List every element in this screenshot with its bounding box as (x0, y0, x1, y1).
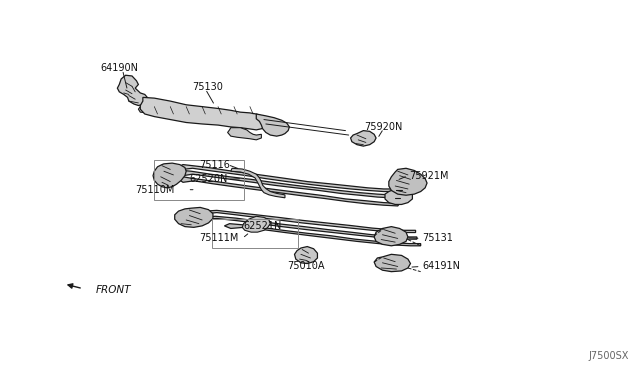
Text: 75920N: 75920N (365, 122, 403, 132)
Text: 64190N: 64190N (100, 63, 138, 73)
Text: 62520N: 62520N (189, 174, 228, 185)
Polygon shape (117, 75, 148, 106)
Text: 75110M: 75110M (135, 185, 175, 195)
Bar (212, 219, 298, 248)
Text: 75010A: 75010A (287, 262, 324, 272)
Polygon shape (374, 254, 410, 272)
Polygon shape (138, 106, 149, 113)
Text: FRONT: FRONT (96, 285, 131, 295)
Polygon shape (228, 128, 261, 140)
Text: 64191N: 64191N (422, 262, 460, 272)
Text: 75921M: 75921M (409, 171, 449, 181)
Polygon shape (385, 190, 412, 205)
Polygon shape (179, 164, 395, 192)
Polygon shape (153, 163, 186, 188)
Polygon shape (243, 216, 270, 232)
Polygon shape (175, 208, 213, 227)
Polygon shape (389, 168, 427, 195)
Polygon shape (140, 97, 269, 130)
Polygon shape (179, 170, 396, 198)
Text: 75111M: 75111M (199, 233, 238, 243)
Polygon shape (294, 247, 317, 263)
Text: 75131: 75131 (422, 233, 453, 243)
Polygon shape (351, 131, 376, 146)
Bar (154, 160, 244, 200)
Text: 75130: 75130 (193, 82, 223, 92)
Polygon shape (225, 224, 420, 246)
Polygon shape (256, 114, 289, 136)
Polygon shape (200, 211, 415, 232)
Text: 75116: 75116 (199, 160, 230, 170)
Polygon shape (203, 216, 417, 239)
Text: 62521N: 62521N (244, 221, 282, 231)
Polygon shape (179, 177, 399, 206)
Text: J7500SX: J7500SX (589, 352, 629, 361)
Polygon shape (374, 227, 408, 246)
Polygon shape (231, 168, 285, 198)
